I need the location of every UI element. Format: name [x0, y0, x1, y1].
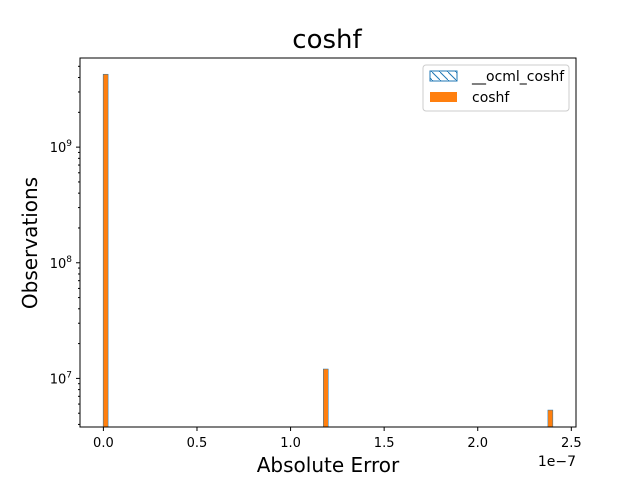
x-tick-label-3: 1.5 [374, 436, 395, 451]
legend-label-ocml-coshf: __ocml_coshf [471, 69, 565, 85]
legend-label-coshf: coshf [472, 90, 510, 106]
legend-frame [422, 64, 570, 112]
y-tick-label-2: 109 [50, 139, 73, 156]
x-axis-ticks: 0.0 0.5 1.0 1.5 2.0 2.5 [93, 427, 582, 451]
y-tick-label-0: 107 [50, 370, 72, 387]
x-tick-label-4: 2.0 [467, 436, 488, 451]
x-tick-label-2: 1.0 [280, 436, 301, 451]
bar-coshf-2 [548, 410, 553, 427]
bars-layer [102, 73, 554, 428]
bar-coshf-1 [323, 369, 328, 427]
chart-title: coshf [292, 25, 362, 55]
x-axis-label: Absolute Error [257, 453, 400, 477]
x-tick-label-5: 2.5 [561, 436, 582, 451]
y-tick-label-1: 108 [50, 255, 73, 272]
x-tick-label-0: 0.0 [93, 436, 114, 451]
x-axis-offset-label: 1e−7 [538, 454, 576, 470]
y-axis-ticks: 107 108 109 [50, 65, 80, 425]
plot-frame [79, 57, 577, 428]
legend-swatch-ocml-coshf [429, 70, 458, 82]
y-axis-label: Observations [18, 177, 42, 309]
x-tick-label-1: 0.5 [187, 436, 208, 451]
bar-coshf-0 [103, 74, 108, 427]
legend-swatch-coshf [430, 92, 457, 102]
legend: __ocml_coshf coshf [422, 64, 570, 112]
